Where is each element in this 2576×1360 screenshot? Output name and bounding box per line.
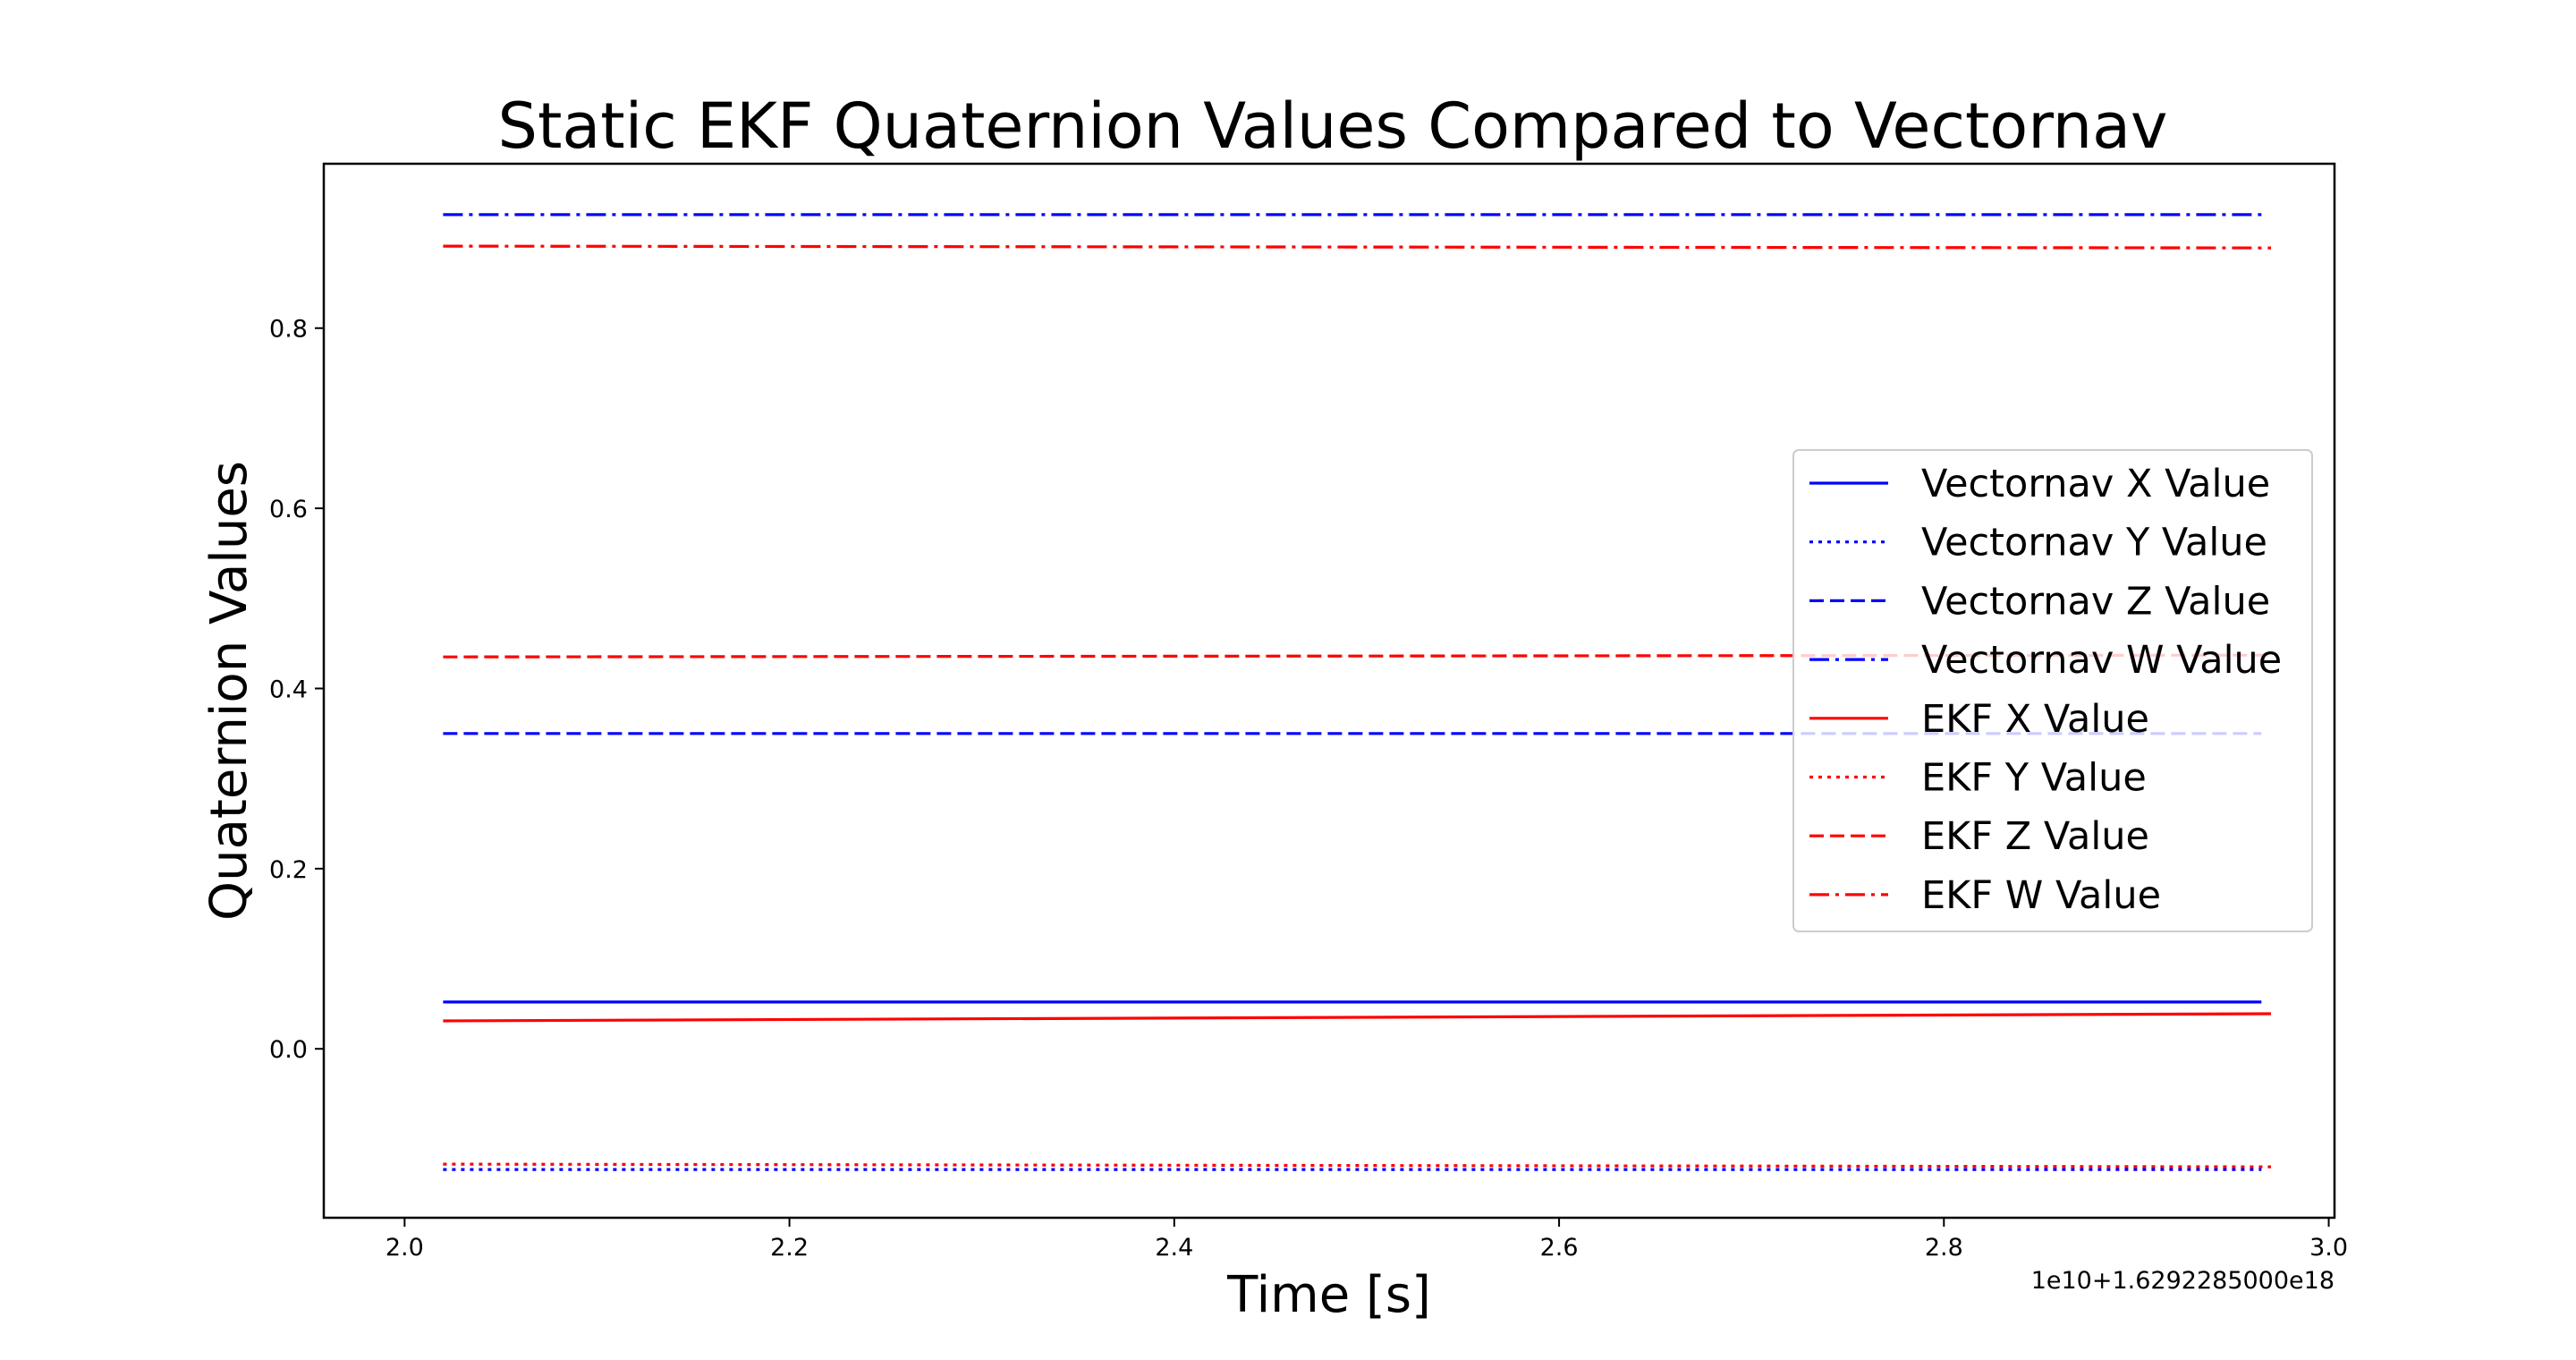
legend-label-0: Vectornav X Value: [1921, 462, 2270, 506]
plot-frame: [322, 162, 2336, 1220]
y-axis: 0.0 0.2 0.4 0.6 0.8: [269, 316, 324, 1064]
legend-label-6: EKF Z Value: [1921, 814, 2149, 859]
y-axis-label: Quaternion Values: [200, 461, 258, 921]
y-tick-label-1: 0.2: [269, 856, 308, 884]
y-tick-label-4: 0.8: [269, 316, 308, 344]
x-tick-label-3: 2.6: [1540, 1234, 1579, 1262]
legend: Vectornav X Value Vectornav Y Value Vector…: [1792, 449, 2313, 932]
y-tick-label-0: 0.0: [269, 1036, 308, 1064]
x-axis: 2.0 2.2 2.4 2.6 2.8 3.0: [386, 1218, 2348, 1262]
x-tick-label-2: 2.4: [1155, 1234, 1193, 1262]
chart-title: Static EKF Quaternion Values Compared to…: [498, 89, 2168, 163]
legend-label-5: EKF Y Value: [1921, 756, 2147, 801]
legend-label-7: EKF W Value: [1921, 873, 2161, 918]
legend-box: [1792, 449, 2313, 932]
legend-label-1: Vectornav Y Value: [1921, 521, 2267, 565]
series-line-5: [443, 1162, 2272, 1169]
series-line-4: [443, 1012, 2272, 1023]
y-tick-label-2: 0.4: [269, 676, 308, 703]
legend-label-4: EKF X Value: [1921, 697, 2149, 742]
y-tick-label-3: 0.6: [269, 496, 308, 523]
legend-label-2: Vectornav Z Value: [1921, 579, 2270, 624]
x-tick-label-1: 2.2: [770, 1234, 809, 1262]
x-tick-label-5: 3.0: [2309, 1234, 2348, 1262]
x-axis-label: Time [s]: [1226, 1266, 1431, 1324]
x-tick-label-0: 2.0: [386, 1234, 424, 1262]
x-axis-offset-label: 1e10+1.6292285000e18: [2031, 1267, 2334, 1295]
x-tick-label-4: 2.8: [1925, 1234, 1963, 1262]
series-line-7: [443, 244, 2272, 250]
legend-label-3: Vectornav W Value: [1921, 638, 2282, 683]
